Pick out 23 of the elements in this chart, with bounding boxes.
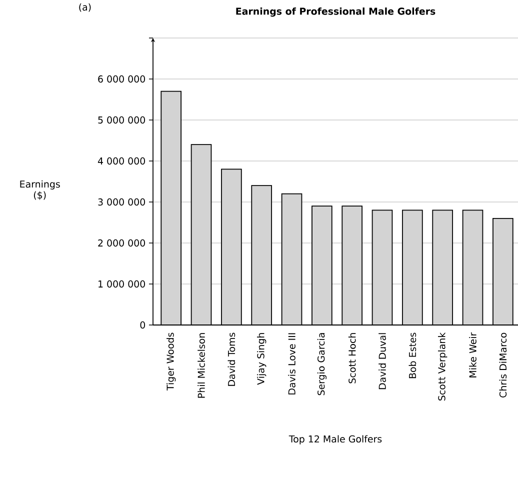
x-tick-label: David Duval	[378, 333, 386, 390]
x-tick-label: Scott Hoch	[348, 333, 356, 384]
x-tick-label: Chris DiMarco	[499, 332, 507, 398]
y-tick-label: 1 000 000	[98, 280, 146, 288]
x-tick-label: Bob Estes	[408, 332, 416, 378]
x-tick-label: Tiger Woods	[166, 332, 176, 391]
y-tick-label: 2 000 000	[98, 239, 146, 247]
x-tick-label: Phil Mickelson	[198, 333, 205, 398]
y-tick-label: 4 000 000	[98, 157, 146, 165]
x-tick-label: Sergio Garcia	[317, 333, 327, 396]
x-tick-label: Scott Verplank	[438, 332, 448, 401]
x-tick-label: Vijay Singh	[257, 333, 266, 385]
y-tick-label: 3 000 000	[98, 198, 146, 206]
x-axis-title: Top 12 Male Golfers	[288, 435, 382, 444]
y-tick-label: 0	[140, 321, 146, 329]
y-axis-title: Earnings ($)	[20, 180, 60, 200]
y-tick-label: 5 000 000	[98, 116, 146, 124]
x-tick-label: David Toms	[228, 332, 236, 386]
text: (a)	[79, 3, 91, 12]
x-tick-label: Mike Weir	[469, 332, 476, 378]
y-tick-label: 6 000 000	[98, 75, 146, 83]
x-tick-label: Davis Love III	[288, 333, 296, 394]
chart-title: Earnings of Professional Male Golfers	[236, 7, 436, 17]
